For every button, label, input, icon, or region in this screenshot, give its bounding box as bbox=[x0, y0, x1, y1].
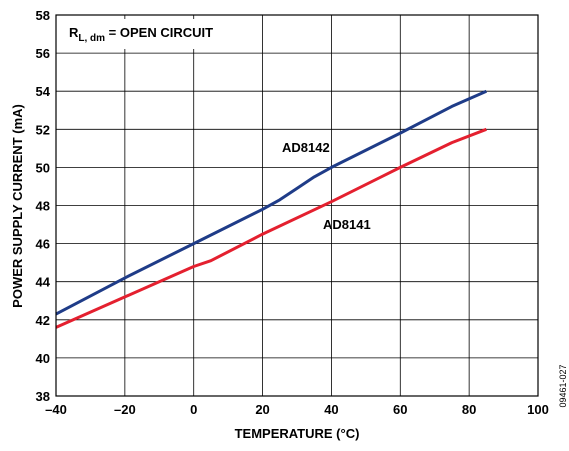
x-tick-label: –40 bbox=[45, 402, 67, 417]
y-tick-label: 50 bbox=[36, 160, 50, 175]
x-tick-label: –20 bbox=[114, 402, 136, 417]
annotation-box bbox=[60, 19, 262, 49]
series-lines bbox=[55, 89, 488, 329]
y-tick-label: 38 bbox=[36, 389, 50, 404]
annotation-condition: = OPEN CIRCUIT bbox=[105, 25, 213, 40]
x-axis-title: TEMPERATURE (°C) bbox=[235, 426, 360, 441]
x-tick-label: 0 bbox=[190, 402, 197, 417]
tick-labels: –40 –20 0 20 40 60 80 100 38 40 42 44 46 48 50 52 54 56 58 bbox=[36, 8, 549, 417]
series-line-ad8142 bbox=[55, 89, 488, 316]
y-axis-title: POWER SUPPLY CURRENT (mA) bbox=[10, 104, 25, 308]
x-tick-label: 80 bbox=[462, 402, 476, 417]
x-tick-label: 40 bbox=[324, 402, 338, 417]
series-line-ad8141 bbox=[55, 127, 487, 329]
grid-lines bbox=[56, 15, 538, 396]
y-tick-label: 46 bbox=[36, 237, 50, 252]
y-tick-label: 52 bbox=[36, 122, 50, 137]
y-tick-label: 56 bbox=[36, 46, 50, 61]
annotation-text: RL, dm = OPEN CIRCUIT bbox=[69, 25, 213, 44]
x-tick-label: 20 bbox=[255, 402, 269, 417]
y-tick-label: 54 bbox=[36, 84, 51, 99]
annotation-subscript: L, dm bbox=[78, 33, 105, 44]
series-label-ad8141: AD8141 bbox=[323, 217, 371, 232]
figure-id: 09461-027 bbox=[558, 364, 568, 407]
y-tick-label: 42 bbox=[36, 313, 50, 328]
annotation-symbol: R bbox=[69, 25, 79, 40]
plot-border bbox=[55, 14, 539, 397]
x-tick-label: 60 bbox=[393, 402, 407, 417]
x-tick-label: 100 bbox=[527, 402, 549, 417]
y-tick-label: 58 bbox=[36, 8, 50, 23]
y-tick-label: 44 bbox=[36, 275, 51, 290]
series-label-ad8142: AD8142 bbox=[282, 140, 330, 155]
y-tick-label: 40 bbox=[36, 351, 50, 366]
y-tick-label: 48 bbox=[36, 199, 50, 214]
